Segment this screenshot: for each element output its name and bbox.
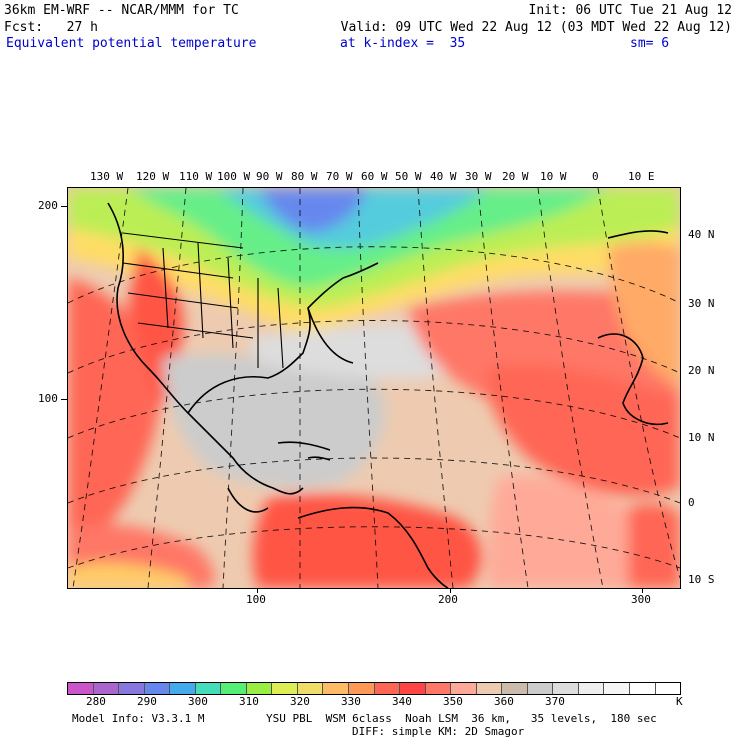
smoothing-info: sm= 6 xyxy=(630,36,670,51)
colorbar-cell xyxy=(272,683,298,694)
grid-x-label: 300 xyxy=(631,593,651,606)
colorbar-cell xyxy=(451,683,477,694)
lon-label: 60 W xyxy=(361,170,388,183)
lon-label: 100 W xyxy=(217,170,251,183)
lon-label: 130 W xyxy=(90,170,124,183)
level-info: at k-index = 35 xyxy=(340,36,466,51)
colorbar-cell xyxy=(349,683,375,694)
colorbar-label: 350 xyxy=(443,695,463,708)
colorbar-label: 320 xyxy=(290,695,310,708)
colorbar-label: 360 xyxy=(494,695,514,708)
lon-label: 110 W xyxy=(179,170,213,183)
lat-label: 10 S xyxy=(688,573,715,586)
diffusion-info: DIFF: simple KM: 2D Smagor xyxy=(352,725,525,738)
lat-label: 10 N xyxy=(688,431,715,444)
colorbar-cell xyxy=(400,683,426,694)
colorbar-label: 340 xyxy=(392,695,412,708)
lat-label: 0 xyxy=(688,496,695,509)
colorbar-cell xyxy=(553,683,579,694)
axis-tick xyxy=(61,399,67,400)
lon-label: 70 W xyxy=(326,170,353,183)
colorbar-cell xyxy=(144,683,171,694)
colorbar-label: 280 xyxy=(86,695,106,708)
lon-label: 10 E xyxy=(628,170,655,183)
lon-label: 20 W xyxy=(502,170,529,183)
colorbar-unit: K xyxy=(676,695,683,708)
colorbar-cell xyxy=(578,683,605,694)
lat-label: 30 N xyxy=(688,297,715,310)
grid-y-label: 200 xyxy=(38,199,58,212)
lon-label: 80 W xyxy=(291,170,318,183)
init-time: Init: 06 UTC Tue 21 Aug 12 xyxy=(528,3,733,18)
lon-label: 120 W xyxy=(136,170,170,183)
colorbar-cell xyxy=(425,683,452,694)
colorbar-label: 310 xyxy=(239,695,259,708)
colorbar-label: 300 xyxy=(188,695,208,708)
colorbar-cell xyxy=(119,683,145,694)
lon-label: 30 W xyxy=(465,170,492,183)
forecast-hour: Fcst: 27 h xyxy=(4,20,98,35)
colorbar-cell xyxy=(604,683,631,694)
lat-label: 40 N xyxy=(688,228,715,241)
colorbar-cell xyxy=(527,683,554,694)
colorbar xyxy=(67,682,681,695)
field-name: Equivalent potential temperature xyxy=(6,36,257,51)
lat-label: 20 N xyxy=(688,364,715,377)
colorbar-cell xyxy=(195,683,222,694)
valid-time: Valid: 09 UTC Wed 22 Aug 12 (03 MDT Wed … xyxy=(340,20,732,35)
lon-label: 10 W xyxy=(540,170,567,183)
colorbar-label: 330 xyxy=(341,695,361,708)
grid-x-label: 200 xyxy=(438,593,458,606)
colorbar-cell xyxy=(374,683,401,694)
axis-tick xyxy=(642,588,643,593)
colorbar-cell xyxy=(655,683,681,694)
colorbar-label: 290 xyxy=(137,695,157,708)
axis-tick xyxy=(450,588,451,593)
grid-x-label: 100 xyxy=(246,593,266,606)
colorbar-cell xyxy=(221,683,247,694)
colorbar-cell xyxy=(246,683,273,694)
colorbar-cell xyxy=(502,683,528,694)
colorbar-cell xyxy=(297,683,324,694)
lon-label: 90 W xyxy=(256,170,283,183)
axis-tick xyxy=(61,206,67,207)
colorbar-cell xyxy=(323,683,350,694)
lon-label: 40 W xyxy=(430,170,457,183)
colorbar-cell xyxy=(630,683,656,694)
colorbar-label: 370 xyxy=(545,695,565,708)
colorbar-cell xyxy=(476,683,503,694)
grid-y-label: 100 xyxy=(38,392,58,405)
map-drawing xyxy=(68,188,680,588)
model-title: 36km EM-WRF -- NCAR/MMM for TC xyxy=(4,3,239,18)
colorbar-cell xyxy=(170,683,196,694)
colorbar-cell xyxy=(93,683,120,694)
lon-label: 0 xyxy=(592,170,599,183)
model-info: Model Info: V3.3.1 M xyxy=(72,712,205,725)
theta-e-map xyxy=(67,187,681,589)
axis-tick xyxy=(257,588,258,593)
colorbar-cell xyxy=(68,683,94,694)
physics-info: YSU PBL WSM 6class Noah LSM 36 km, 35 le… xyxy=(266,712,657,725)
lon-label: 50 W xyxy=(395,170,422,183)
